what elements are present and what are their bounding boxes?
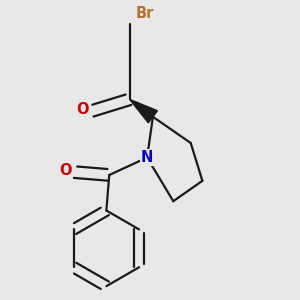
Text: Br: Br — [136, 6, 154, 21]
Polygon shape — [130, 99, 158, 123]
Text: O: O — [59, 163, 71, 178]
Text: N: N — [141, 150, 153, 165]
Text: O: O — [76, 102, 89, 117]
